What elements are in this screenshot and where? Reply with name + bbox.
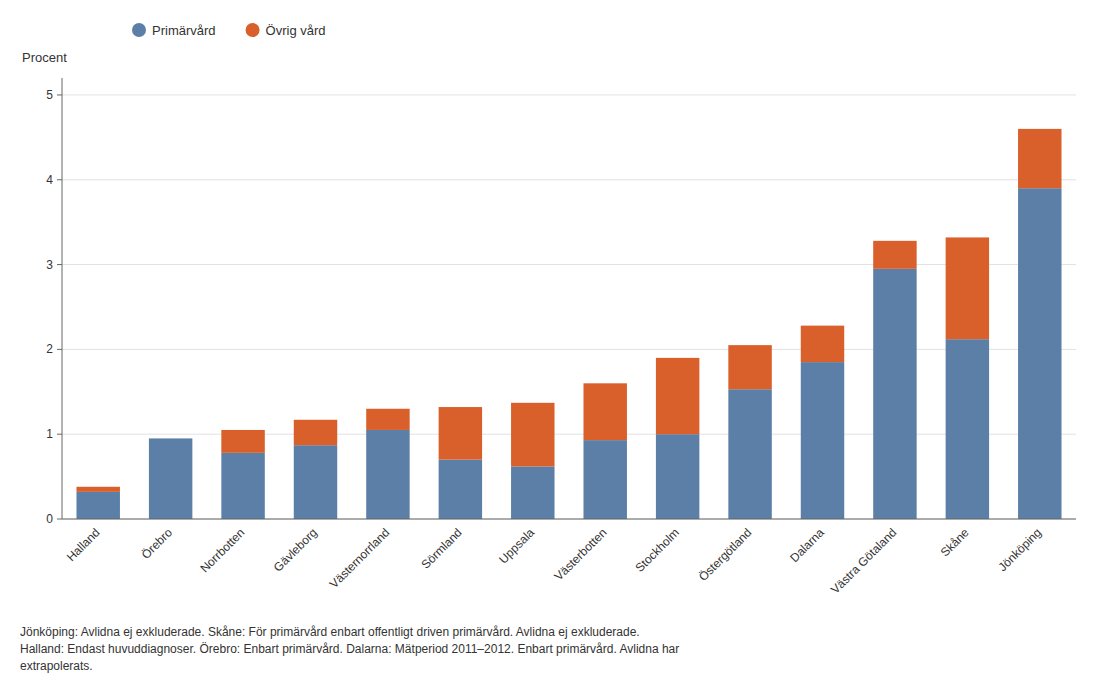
footnote: Halland: Endast huvuddiagnoser. Örebro: … [20,642,679,656]
x-axis: Halland Örebro Norrbotten GävleborgVästerno… [64,525,1044,596]
bar [583,383,626,440]
bar [656,358,699,434]
bar [76,492,119,519]
bar [366,430,409,519]
bar [946,339,989,519]
legend-label: Primärvård [152,23,216,38]
y-tick-label: 1 [46,427,53,441]
y-tick-label: 4 [46,173,53,187]
x-tick-label: Gävleborg [271,525,320,574]
x-tick-label: Västra Götaland [828,525,899,596]
bar [583,440,626,519]
bar [149,438,192,439]
chart: 0 1 2 3 4 5 Procent Halland Örebro Norrbotten Gävl… [0,0,1100,689]
x-tick-label: Uppsala [496,525,537,566]
grid-line [62,349,1076,350]
x-tick-label: Jönköping [996,525,1045,574]
bars [76,129,1061,519]
x-tick-label: Västerbotten [552,525,610,583]
x-tick-label: Sörmland [419,525,465,571]
legend: Primärvård Övrig vård [132,23,326,38]
bar [728,389,771,519]
bar [1018,188,1061,519]
series-0 [76,188,1061,519]
y-axis-label: Procent [22,50,67,65]
y-tick [57,264,62,265]
y-tick-label: 5 [46,88,53,102]
bar [439,407,482,460]
bar [511,403,554,467]
y-axis: 0 1 2 3 4 5 [46,88,1076,526]
bar [801,362,844,519]
bar [656,434,699,519]
x-tick-label: Dalarna [787,525,827,565]
bar [366,409,409,430]
y-tick [57,434,62,435]
bar [221,430,264,453]
legend-marker [246,23,260,37]
bar [149,438,192,519]
footnotes: Jönköping: Avlidna ej exkluderade. Skåne… [20,625,679,673]
grid-line [62,519,1076,520]
x-tick-label: Örebro [139,525,176,562]
grid-line [62,179,1076,180]
y-tick [57,519,62,520]
x-tick-label: Norrbotten [197,525,247,575]
x-tick-label: Halland [64,525,103,564]
series-1 [76,129,1061,492]
grid-line [62,94,1076,95]
y-axis-line [62,78,63,519]
x-tick-label: Stockholm [632,525,682,575]
grid-line [62,264,1076,265]
grid-line [62,434,1076,435]
y-tick-label: 3 [46,258,53,272]
y-tick [57,349,62,350]
legend-label: Övrig vård [266,23,326,38]
footnote: Jönköping: Avlidna ej exkluderade. Skåne… [20,625,640,639]
bar [1018,129,1061,188]
bar [511,466,554,519]
y-tick [57,94,62,95]
bar [221,453,264,519]
bar [439,460,482,519]
bar [294,420,337,445]
bar [294,445,337,519]
x-tick-label: Västernorrland [327,525,393,591]
y-tick-label: 2 [46,342,53,356]
bar [728,345,771,389]
bar [76,487,119,492]
legend-marker [132,23,146,37]
x-axis-line [62,519,1076,520]
bar [873,269,916,519]
y-tick [57,179,62,180]
footnote: extrapolerats. [20,659,93,673]
bar [873,241,916,269]
x-tick-label: Östergötland [696,525,754,583]
bar [801,326,844,362]
x-tick-label: Skåne [938,525,972,559]
y-tick-label: 0 [46,512,53,526]
bar [946,237,989,339]
